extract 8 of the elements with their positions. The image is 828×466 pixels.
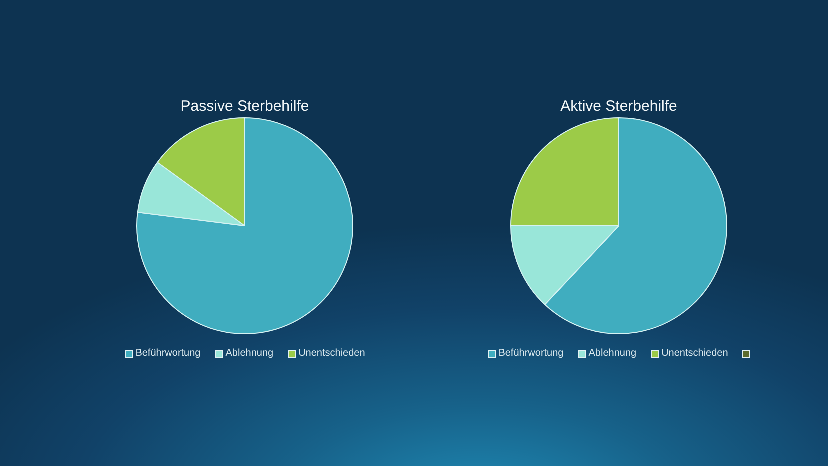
- legend-label: Unentschieden: [662, 348, 728, 360]
- legend-label: Beführwortung: [136, 348, 201, 360]
- legend-label: Beführwortung: [498, 348, 564, 360]
- legend-label: Ablehnung: [588, 348, 637, 360]
- legend-label: Ablehnung: [226, 348, 274, 360]
- chart-title: Aktive Sterbehilfe: [560, 98, 678, 115]
- chart-title: Passive Sterbehilfe: [180, 98, 310, 115]
- legend-label: Unentschieden: [298, 348, 366, 360]
